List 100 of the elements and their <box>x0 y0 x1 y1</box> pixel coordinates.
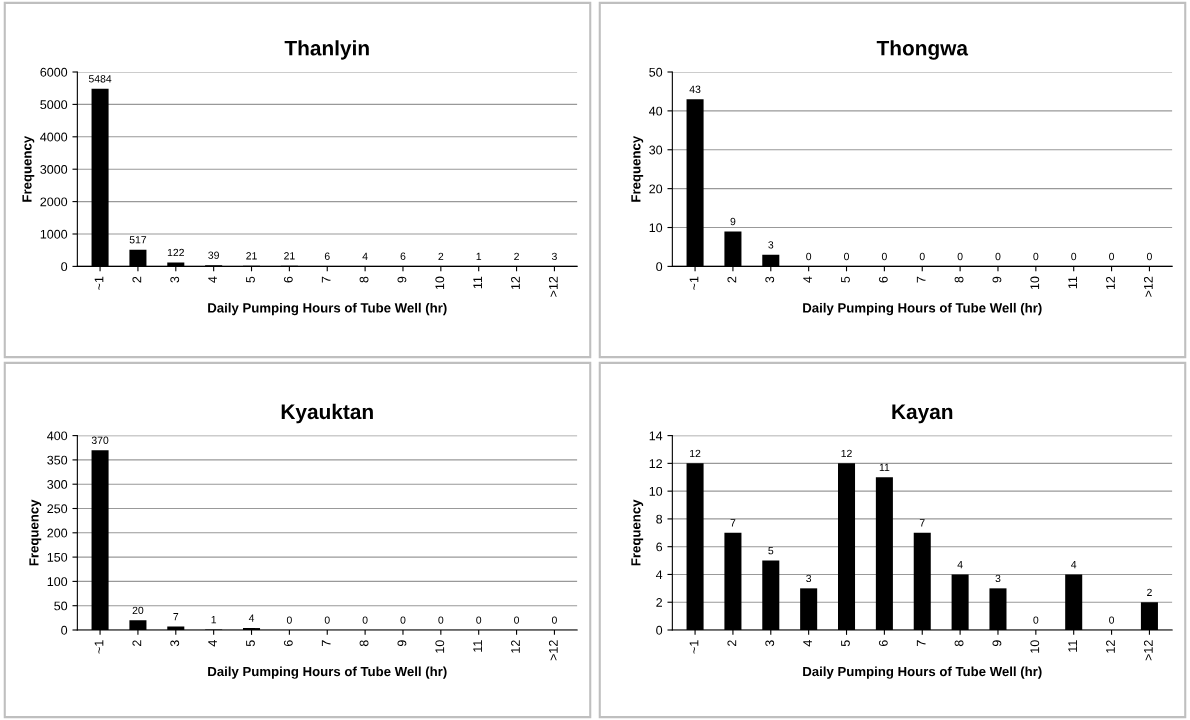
x-tick-label: ~1 <box>689 276 699 290</box>
x-tick-label: ~1 <box>94 276 104 290</box>
y-tick-label: 350 <box>47 455 68 465</box>
x-tick-label: 3 <box>765 640 775 647</box>
y-tick-label: 250 <box>47 504 68 514</box>
y-tick-label: 30 <box>649 145 663 155</box>
y-tick-label: 50 <box>54 601 68 611</box>
data-label: 11 <box>879 463 890 471</box>
data-label: 6 <box>400 252 406 260</box>
y-tick-label: 40 <box>649 106 663 116</box>
chart-title: Kyauktan <box>281 403 373 424</box>
data-label: 3 <box>551 252 557 261</box>
y-tick-label: 6000 <box>40 67 68 77</box>
x-tick-label: 2 <box>727 640 737 647</box>
data-label: 0 <box>1071 252 1077 261</box>
x-tick-label: 10 <box>435 640 445 653</box>
x-tick-label: >12 <box>548 640 558 661</box>
data-label: 0 <box>806 252 812 261</box>
x-tick-label: 2 <box>727 276 737 283</box>
data-label: 1 <box>211 616 217 624</box>
y-tick-label: 400 <box>47 431 68 441</box>
data-label: 0 <box>1033 252 1039 261</box>
data-label: 517 <box>129 236 147 244</box>
y-tick-label: 100 <box>47 577 68 587</box>
y-tick-label: 0 <box>656 625 663 635</box>
x-tick-label: 4 <box>208 640 217 647</box>
x-tick-label: 5 <box>246 640 255 647</box>
data-label: 2 <box>438 252 444 261</box>
x-tick-label: 7 <box>321 276 331 283</box>
y-tick-label: 2000 <box>40 197 68 207</box>
y-axis-title: Frequency <box>29 499 42 566</box>
data-label: 12 <box>841 449 852 458</box>
x-tick-label: 11 <box>473 640 482 652</box>
chart-title: Thongwa <box>876 40 969 60</box>
x-tick-label: 9 <box>397 276 407 283</box>
data-label: 0 <box>476 616 482 624</box>
x-tick-label: 9 <box>397 640 407 647</box>
x-tick-label: 2 <box>132 276 142 283</box>
data-label: 3 <box>768 241 774 249</box>
data-label: 2 <box>514 252 519 261</box>
x-tick-label: >12 <box>1143 640 1153 661</box>
x-tick-label: 5 <box>841 276 850 283</box>
data-label: 7 <box>173 613 179 621</box>
data-label: 0 <box>1146 252 1152 261</box>
y-tick-label: 50 <box>649 67 663 77</box>
x-tick-label: 12 <box>1106 276 1115 290</box>
x-tick-label: 8 <box>359 276 369 283</box>
data-label: 370 <box>91 436 109 444</box>
data-label: 12 <box>690 449 701 458</box>
y-tick-label: 8 <box>656 514 663 524</box>
x-tick-label: 3 <box>765 276 775 283</box>
data-label: 43 <box>689 85 701 93</box>
y-tick-label: 200 <box>47 528 68 538</box>
y-tick-label: 150 <box>47 552 68 562</box>
x-tick-label: 4 <box>803 276 812 283</box>
data-label: 0 <box>1109 252 1115 261</box>
x-tick-label: 9 <box>992 276 1002 283</box>
data-label: 21 <box>246 252 257 260</box>
data-label: 9 <box>730 217 736 226</box>
data-label: 20 <box>132 606 144 615</box>
data-label: 0 <box>362 616 368 624</box>
data-label: 39 <box>208 251 219 259</box>
y-tick-label: 1000 <box>40 229 68 239</box>
y-tick-label: 20 <box>649 184 663 194</box>
x-axis-title: Daily Pumping Hours of Tube Well (hr) <box>803 666 1042 679</box>
data-label: 0 <box>514 616 520 624</box>
data-label: 2 <box>1147 588 1152 596</box>
data-label: 7 <box>919 519 925 527</box>
x-tick-label: 6 <box>283 640 293 647</box>
x-tick-label: 9 <box>992 640 1002 647</box>
y-tick-label: 0 <box>61 625 68 635</box>
y-tick-label: 3000 <box>40 165 68 174</box>
y-tick-label: 6 <box>656 542 663 552</box>
x-tick-label: 8 <box>954 640 964 647</box>
data-label: 0 <box>919 252 925 261</box>
data-label: 4 <box>248 614 255 622</box>
y-tick-label: 4000 <box>40 132 68 142</box>
y-tick-label: 0 <box>61 262 68 272</box>
x-tick-label: 8 <box>954 276 964 283</box>
data-label: 0 <box>1109 616 1115 624</box>
data-label: 0 <box>1033 616 1039 624</box>
data-label: 1 <box>476 252 482 261</box>
data-label: 0 <box>438 616 444 624</box>
x-tick-label: 12 <box>511 276 520 290</box>
data-label: 4 <box>957 560 963 569</box>
x-tick-label: 10 <box>1030 640 1040 653</box>
data-label: 3 <box>995 574 1001 583</box>
x-tick-label: 12 <box>511 640 520 653</box>
x-tick-label: ~1 <box>94 640 104 654</box>
x-tick-label: 7 <box>321 640 331 647</box>
data-label: 0 <box>286 616 292 624</box>
x-tick-label: 3 <box>170 640 180 647</box>
data-label: 5 <box>768 547 774 555</box>
x-tick-label: 5 <box>246 276 255 283</box>
x-axis-title: Daily Pumping Hours of Tube Well (hr) <box>208 666 447 679</box>
data-label: 0 <box>551 616 557 624</box>
y-tick-label: 4 <box>655 570 663 579</box>
x-tick-label: 8 <box>359 640 369 647</box>
y-tick-label: 5000 <box>40 100 68 110</box>
data-label: 0 <box>324 616 330 624</box>
